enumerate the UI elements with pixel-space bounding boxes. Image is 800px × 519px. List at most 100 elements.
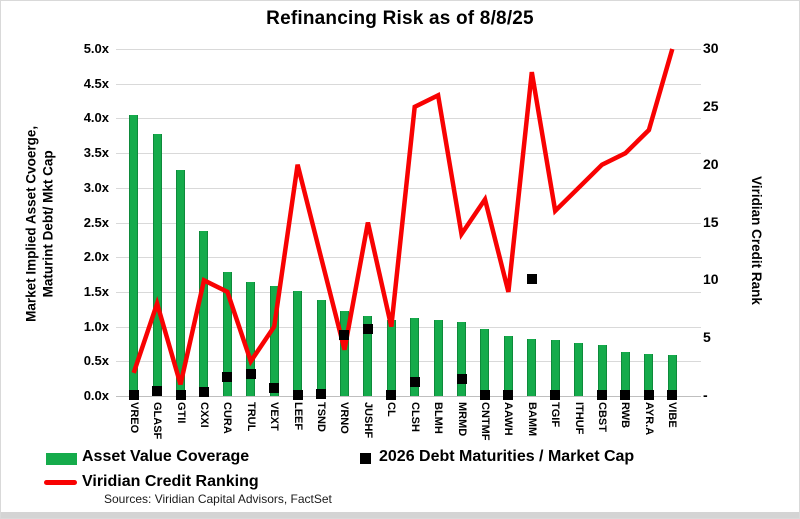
debt-maturity-marker-CL [386, 390, 396, 400]
debt-maturity-marker-TSND [316, 389, 326, 399]
right-axis-tick-30: 30 [703, 40, 719, 56]
x-axis-label-CL: CL [385, 402, 397, 417]
debt-maturity-marker-TRUL [246, 369, 256, 379]
source-note: Sources: Viridian Capital Advisors, Fact… [104, 492, 332, 506]
x-axis-label-AYR.A: AYR.A [643, 402, 655, 436]
x-axis-label-MRMD: MRMD [456, 402, 468, 437]
x-axis-label-RWB: RWB [619, 402, 631, 429]
gridline-0.5x [116, 361, 701, 362]
bar-TRUL [246, 282, 255, 396]
x-axis-label-GTII: GTII [175, 402, 187, 424]
legend-label-credit-ranking: Viridian Credit Ranking [82, 473, 259, 490]
left-axis-tick-0.5x: 0.5x [83, 353, 109, 368]
gridline-4.5x [116, 84, 701, 85]
credit-ranking-polyline [131, 48, 675, 386]
debt-maturity-marker-RWB [620, 390, 630, 400]
x-axis-label-VRNO: VRNO [338, 402, 350, 434]
bar-BAMM [527, 339, 536, 396]
x-axis-label-JUSHF: JUSHF [362, 402, 374, 439]
legend-green-bar-swatch-icon [46, 453, 77, 465]
bar-RWB [621, 352, 630, 396]
bar-GLASF [153, 134, 162, 396]
x-axis-label-CURA: CURA [221, 402, 233, 434]
debt-maturity-marker-VIBE [667, 390, 677, 400]
bar-CXXI [199, 231, 208, 396]
debt-maturity-marker-CURA [222, 372, 232, 382]
x-axis-label-CNTMF: CNTMF [479, 402, 491, 441]
bar-VRNO [340, 311, 349, 396]
credit-ranking-line [131, 48, 675, 386]
legend-label-asset-value-coverage: Asset Value Coverage [82, 448, 250, 465]
bar-TSND [317, 300, 326, 396]
gridline-5.0x [116, 49, 701, 50]
left-axis-tick-2.5x: 2.5x [83, 215, 109, 230]
gridline-1.5x [116, 292, 701, 293]
bar-CURA [223, 272, 232, 396]
chart-title: Refinancing Risk as of 8/8/25 [266, 8, 534, 29]
debt-maturity-marker-LEEF [293, 390, 303, 400]
x-axis-label-BLMH: BLMH [432, 402, 444, 434]
x-axis-label-TGIF: TGIF [549, 402, 561, 428]
bar-VEXT [270, 286, 279, 396]
x-axis-label-GLASF: GLASF [151, 402, 163, 440]
bar-AAWH [504, 336, 513, 396]
bar-VIBE [668, 355, 677, 396]
x-axis-label-LEEF: LEEF [292, 402, 304, 431]
debt-maturity-marker-TGIF [550, 390, 560, 400]
left-axis-title: Market Implied Asset Cvoerge, Maturint D… [24, 50, 58, 397]
right-axis-tick-25: 25 [703, 98, 719, 114]
x-axis-label-BAMM: BAMM [526, 402, 538, 437]
bar-BLMH [434, 320, 443, 396]
debt-maturity-marker-MRMD [457, 374, 467, 384]
left-axis-title-line1: Market Implied Asset Cvoerge, [23, 125, 39, 322]
bar-CNTMF [480, 329, 489, 396]
debt-maturity-marker-JUSHF [363, 324, 373, 334]
window-bottom-edge [1, 512, 799, 518]
left-axis-tick-5.0x: 5.0x [83, 41, 109, 56]
left-axis-tick-1.5x: 1.5x [83, 284, 109, 299]
bar-TGIF [551, 340, 560, 396]
legend-label-debt-maturities: 2026 Debt Maturities / Market Cap [379, 448, 635, 465]
x-axis-label-CBST: CBST [596, 402, 608, 432]
left-axis-tick-3.0x: 3.0x [83, 180, 109, 195]
debt-maturity-marker-CBST [597, 390, 607, 400]
legend-red-line-swatch-icon [44, 480, 77, 485]
x-axis-label-AAWH: AAWH [502, 402, 514, 436]
bar-GTII [176, 170, 185, 396]
debt-maturity-marker-BAMM [527, 274, 537, 284]
debt-maturity-marker-CLSH [410, 377, 420, 387]
right-axis-title: Viridian Credit Rank [749, 176, 764, 305]
left-axis-tick-2.0x: 2.0x [83, 249, 109, 264]
right-axis-tick-15: 15 [703, 214, 719, 230]
legend-black-square-swatch-icon [360, 453, 371, 464]
gridline-4.0x [116, 118, 701, 119]
right-axis-tick-20: 20 [703, 156, 719, 172]
left-axis-tick-4.5x: 4.5x [83, 76, 109, 91]
right-axis-tick-5: 5 [703, 329, 711, 345]
debt-maturity-marker-CNTMF [480, 390, 490, 400]
gridline-1.0x [116, 327, 701, 328]
x-axis-label-VEXT: VEXT [268, 402, 280, 431]
left-axis-tick-4.0x: 4.0x [83, 110, 109, 125]
bar-CL [387, 320, 396, 396]
bar-AYR.A [644, 354, 653, 396]
gridline-2.5x [116, 223, 701, 224]
left-axis-title-line2: Maturint Debt/ Mkt Cap [40, 150, 56, 298]
x-axis-label-CXXI: CXXI [198, 402, 210, 428]
x-axis-label-ITHUF: ITHUF [573, 402, 585, 435]
bar-MRMD [457, 322, 466, 396]
bar-JUSHF [363, 316, 372, 396]
debt-maturity-marker-VRNO [339, 330, 349, 340]
bar-ITHUF [574, 343, 583, 396]
debt-maturity-marker-AYR.A [644, 390, 654, 400]
x-axis-label-TSND: TSND [315, 402, 327, 432]
debt-maturity-marker-GLASF [152, 386, 162, 396]
bar-CLSH [410, 318, 419, 396]
debt-maturity-marker-CXXI [199, 387, 209, 397]
bar-CBST [598, 345, 607, 396]
right-axis-tick--: - [703, 387, 708, 403]
debt-maturity-marker-VREO [129, 390, 139, 400]
bar-LEEF [293, 291, 302, 396]
left-axis-tick-0.0x: 0.0x [83, 388, 109, 403]
